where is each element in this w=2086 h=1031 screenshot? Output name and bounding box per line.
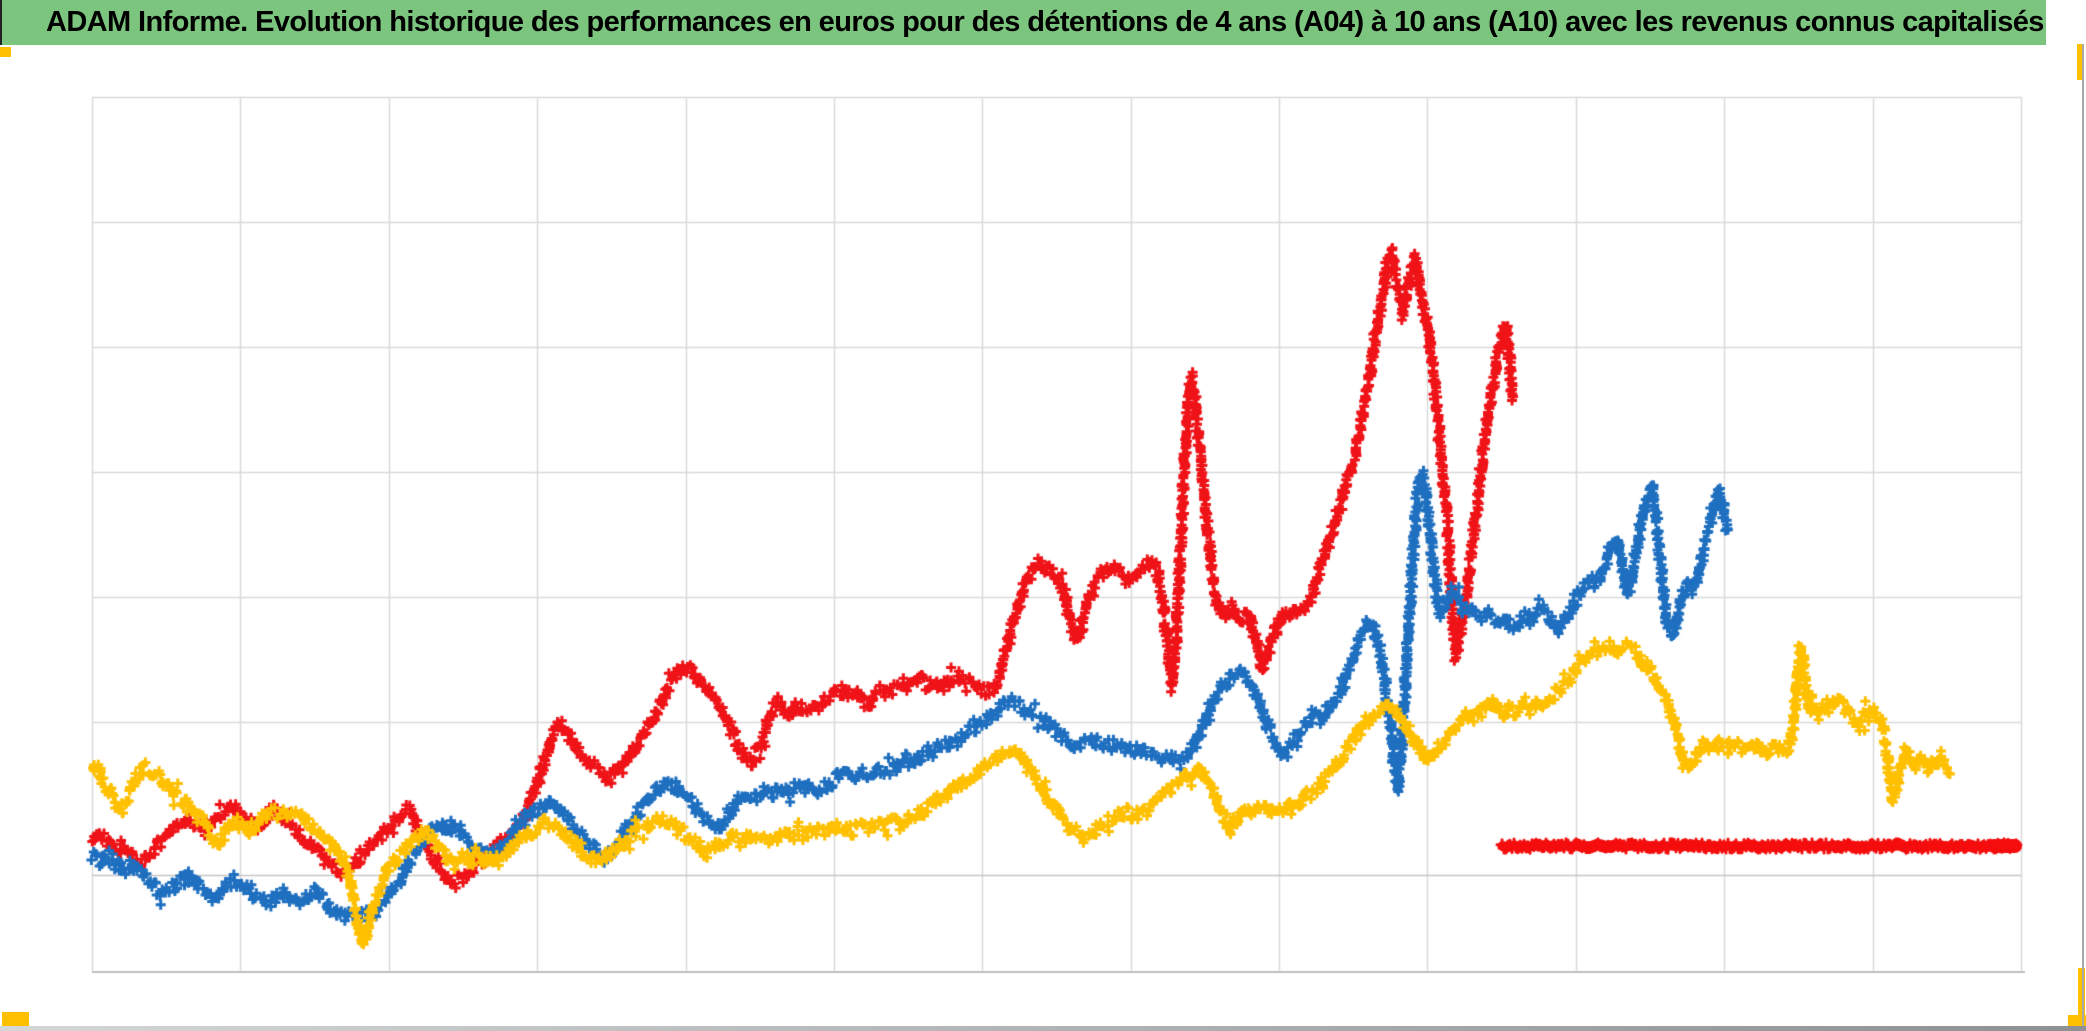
window-right-edge (2082, 44, 2084, 1031)
window-left-edge (0, 0, 2, 45)
accent-bottom-left (2, 1012, 29, 1026)
chart-title-bar: ADAM Informe. Evolution historique des p… (2, 0, 2046, 45)
chart-title: ADAM Informe. Evolution historique des p… (46, 6, 2044, 38)
accent-top-right-strip (2077, 44, 2084, 80)
accent-top-left (0, 47, 11, 57)
accent-right-strip (2078, 968, 2085, 1023)
window-bottom-bar (0, 1026, 2086, 1031)
